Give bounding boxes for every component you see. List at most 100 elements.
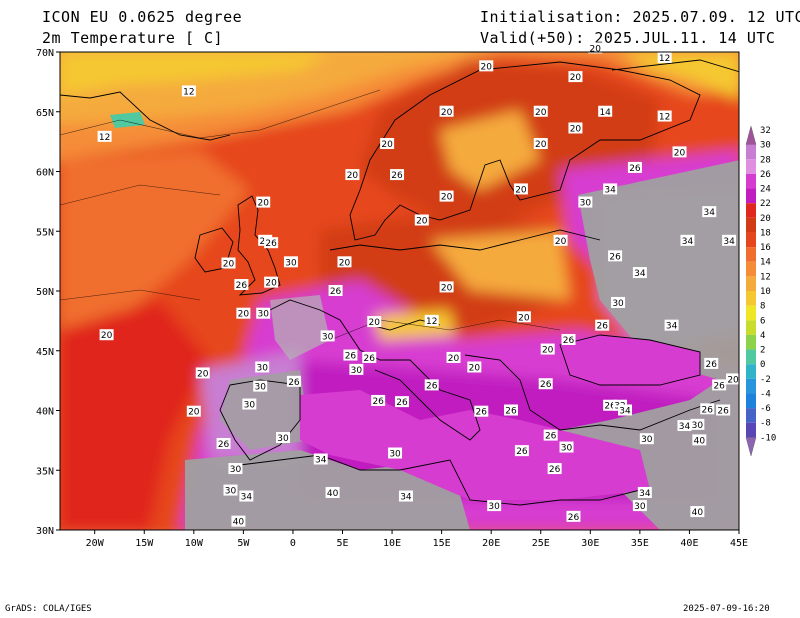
svg-text:26: 26 [265, 239, 277, 249]
colorbar-label: 28 [760, 155, 771, 165]
svg-text:30: 30 [257, 310, 269, 320]
contour-label: 26 [234, 279, 249, 291]
svg-text:20: 20 [347, 171, 359, 181]
contour-label: 26 [343, 349, 358, 362]
svg-text:20: 20 [481, 62, 493, 72]
contour-label: 26 [286, 375, 301, 388]
contour-label: 34 [618, 404, 633, 417]
svg-text:26: 26 [549, 465, 561, 475]
svg-text:12: 12 [183, 87, 194, 97]
contour-label: 26 [603, 399, 618, 412]
lon-tick-label: 20W [86, 538, 105, 549]
svg-text:34: 34 [639, 489, 651, 499]
contour-label: 20 [467, 361, 482, 373]
contour-label: 26 [700, 403, 715, 415]
lon-tick-label: 5W [237, 538, 250, 549]
contour-label: 20 [533, 105, 548, 118]
svg-text:12: 12 [426, 317, 437, 327]
lat-tick-label: 60N [36, 168, 54, 179]
svg-text:26: 26 [218, 440, 230, 450]
svg-text:20: 20 [515, 185, 527, 195]
colorbar-swatch [746, 276, 756, 291]
longitude-axis: 20W 15W 10W 5W 0 5E 10E 15E 20E 25E 30E 35E 40E 45E [86, 530, 748, 549]
svg-text:20: 20 [441, 108, 453, 118]
svg-text:30: 30 [225, 487, 237, 497]
colorbar-swatch [746, 232, 756, 248]
contour-label: 20 [99, 329, 114, 341]
contour-label: 20 [414, 214, 429, 226]
contour-label: 20 [446, 351, 461, 364]
contour-label: 20 [337, 256, 352, 268]
svg-text:26: 26 [516, 447, 528, 457]
colorbar-label: -4 [760, 389, 771, 399]
contour-label: 20 [568, 71, 583, 83]
lon-tick-label: 40E [680, 538, 698, 549]
svg-text:26: 26 [330, 287, 342, 297]
svg-text:26: 26 [596, 322, 608, 332]
svg-text:34: 34 [679, 422, 691, 432]
contour-label: 30 [349, 363, 364, 376]
model-title: ICON EU 0.0625 degree [42, 8, 243, 26]
svg-text:20: 20 [197, 369, 209, 379]
contour-label: 30 [242, 398, 257, 411]
svg-text:26: 26 [563, 336, 575, 346]
colorbar-swatch [746, 349, 756, 365]
colorbar-swatch [746, 247, 756, 262]
contour-label: 20 [553, 234, 568, 247]
colorbar-swatch [746, 173, 756, 189]
contour-label: 26 [716, 404, 731, 417]
svg-text:26: 26 [717, 407, 729, 417]
contour-label: 34 [664, 319, 679, 332]
svg-text:26: 26 [288, 378, 300, 388]
svg-text:30: 30 [230, 465, 242, 475]
contour-label: 26 [264, 237, 279, 249]
svg-text:30: 30 [580, 199, 592, 209]
init-time: Initialisation: 2025.07.09. 12 UTC [480, 8, 800, 26]
colorbar-swatch [745, 437, 757, 457]
svg-text:20: 20 [542, 346, 554, 356]
contour-label: 26 [538, 378, 553, 390]
colorbar-label: 26 [760, 170, 771, 180]
svg-text:30: 30 [692, 421, 704, 431]
svg-text:30: 30 [488, 502, 500, 512]
svg-text:26: 26 [609, 252, 621, 262]
contour-label: 34 [603, 183, 618, 195]
lon-tick-label: 10W [185, 538, 204, 549]
svg-text:40: 40 [692, 508, 704, 518]
lat-tick-label: 50N [36, 287, 54, 298]
valid-time: Valid(+50): 2025.JUL.11. 14 UTC [480, 29, 776, 47]
svg-text:40: 40 [694, 436, 706, 446]
contour-label: 30 [276, 431, 291, 444]
contour-label: 40 [692, 434, 707, 446]
svg-text:12: 12 [659, 54, 670, 64]
svg-text:26: 26 [706, 360, 718, 370]
contour-label: 20 [513, 183, 528, 195]
lon-tick-label: 30E [581, 538, 599, 549]
colorbar-swatch [746, 188, 756, 204]
contour-label: 14 [598, 105, 613, 118]
contour-label: 34 [313, 453, 328, 465]
svg-text:20: 20 [590, 44, 602, 54]
svg-text:30: 30 [255, 383, 267, 393]
contour-label: 34 [677, 420, 692, 432]
contour-label: 20 [186, 405, 201, 418]
contour-label: 20 [367, 316, 382, 328]
svg-text:26: 26 [505, 407, 517, 417]
svg-text:30: 30 [634, 502, 646, 512]
svg-text:20: 20 [223, 260, 235, 270]
svg-text:20: 20 [535, 108, 547, 118]
svg-text:26: 26 [476, 408, 488, 418]
lat-tick-label: 40N [36, 407, 54, 418]
contour-label: 30 [228, 463, 243, 475]
contour-label: 20 [380, 138, 395, 150]
svg-text:30: 30 [561, 444, 573, 454]
contour-label: 12 [181, 85, 196, 97]
svg-text:20: 20 [570, 73, 582, 83]
contour-label: 26 [216, 437, 231, 450]
colorbar-label: 20 [760, 214, 771, 224]
svg-text:30: 30 [351, 366, 363, 376]
lat-tick-label: 65N [36, 108, 54, 119]
colorbar-swatch [746, 334, 756, 350]
colorbar-swatch [746, 408, 756, 423]
contour-label: 26 [371, 394, 386, 407]
